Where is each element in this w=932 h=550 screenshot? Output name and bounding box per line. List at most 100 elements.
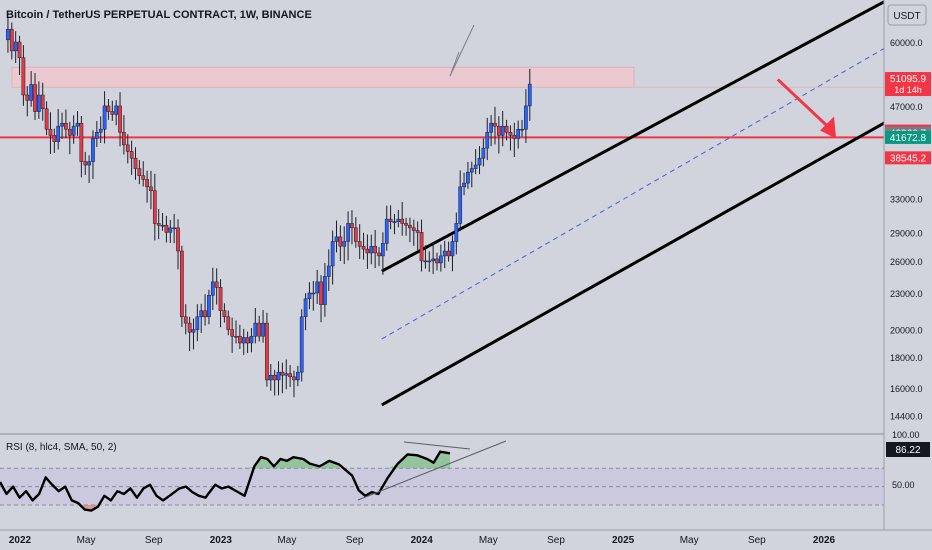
- candle-body: [450, 241, 455, 257]
- candle-body: [524, 105, 528, 130]
- candle-body: [319, 281, 323, 305]
- candle: [400, 201, 405, 236]
- candle-body: [295, 371, 300, 381]
- candle: [40, 82, 45, 121]
- candle: [353, 217, 358, 248]
- candle: [180, 245, 184, 327]
- candle-body: [67, 128, 72, 136]
- candle-body: [442, 250, 447, 257]
- candle: [222, 303, 227, 323]
- candle: [477, 146, 482, 175]
- candle: [481, 138, 486, 167]
- candle-body: [315, 281, 320, 294]
- candle: [17, 35, 22, 76]
- candle: [450, 235, 455, 272]
- candle: [369, 234, 374, 265]
- candle-body: [435, 258, 439, 264]
- candle: [500, 110, 505, 147]
- candle: [249, 328, 254, 353]
- candle-body: [334, 236, 339, 242]
- candle: [377, 247, 381, 267]
- candle: [516, 120, 521, 149]
- candle: [361, 232, 366, 260]
- candle-body: [454, 223, 459, 242]
- candle-body: [222, 310, 227, 318]
- candle: [427, 251, 432, 272]
- rsi-value-badge: [886, 442, 930, 457]
- time-tick-label: 2022: [9, 535, 32, 546]
- candle: [520, 119, 524, 137]
- candle: [91, 130, 95, 179]
- candle-body: [37, 94, 41, 112]
- time-tick-label: 2026: [813, 535, 836, 546]
- candle: [527, 68, 532, 121]
- candle-body: [214, 281, 219, 288]
- candle-body: [346, 223, 350, 242]
- candle: [44, 101, 49, 136]
- candle: [234, 320, 238, 344]
- candle-body: [87, 161, 91, 166]
- candle-body: [149, 186, 153, 191]
- candle-body: [44, 108, 49, 130]
- candle: [152, 173, 157, 241]
- candle: [415, 221, 420, 251]
- candle-body: [446, 250, 451, 257]
- candle: [319, 275, 323, 323]
- candle-body: [145, 179, 149, 188]
- candle-body: [71, 125, 76, 136]
- candle: [64, 109, 68, 139]
- candle: [381, 232, 385, 275]
- candle-body: [48, 128, 53, 136]
- candle-body: [207, 295, 211, 318]
- candle-body: [83, 161, 88, 166]
- candle: [238, 324, 242, 349]
- candle: [299, 309, 304, 382]
- candle-body: [520, 128, 524, 131]
- time-tick-label: 2025: [612, 535, 635, 546]
- candle-body: [94, 132, 99, 139]
- candle: [230, 317, 234, 353]
- candle-body: [396, 218, 401, 222]
- candle-body: [176, 227, 180, 252]
- candle-body: [226, 316, 231, 330]
- candle: [207, 289, 211, 325]
- candle-body: [500, 125, 505, 136]
- candle: [21, 45, 26, 106]
- candle-body: [400, 218, 405, 224]
- forecast-arrow-shaft: [776, 78, 834, 132]
- candle: [396, 209, 401, 228]
- candle: [284, 359, 289, 390]
- currency-button[interactable]: [887, 4, 927, 26]
- candle-body: [323, 276, 327, 305]
- candle: [342, 226, 347, 265]
- candle: [133, 147, 138, 180]
- candle: [122, 115, 126, 155]
- candle-body: [404, 223, 408, 226]
- candle: [508, 125, 513, 151]
- time-tick-label: Sep: [748, 535, 766, 546]
- candle: [323, 262, 327, 317]
- candle: [156, 208, 161, 240]
- candle-body: [504, 125, 509, 133]
- candle: [199, 303, 204, 333]
- candle: [141, 161, 146, 187]
- price-tick-label: 26000.0: [890, 257, 923, 267]
- candle: [33, 73, 37, 121]
- rsi-line: [0, 450, 451, 512]
- time-tick-label: Sep: [346, 535, 364, 546]
- candle: [191, 318, 196, 350]
- candle-body: [431, 258, 435, 262]
- candle-body: [230, 329, 234, 337]
- candle-body: [257, 322, 262, 337]
- candle: [214, 268, 219, 305]
- candle-body: [473, 164, 478, 169]
- candle: [257, 315, 262, 342]
- candle-body: [133, 157, 138, 169]
- channel-mid-line: [381, 24, 925, 340]
- candle: [485, 117, 490, 161]
- candle-body: [52, 135, 57, 142]
- candle-body: [110, 111, 115, 115]
- candle-body: [164, 224, 169, 233]
- candle: [419, 219, 424, 272]
